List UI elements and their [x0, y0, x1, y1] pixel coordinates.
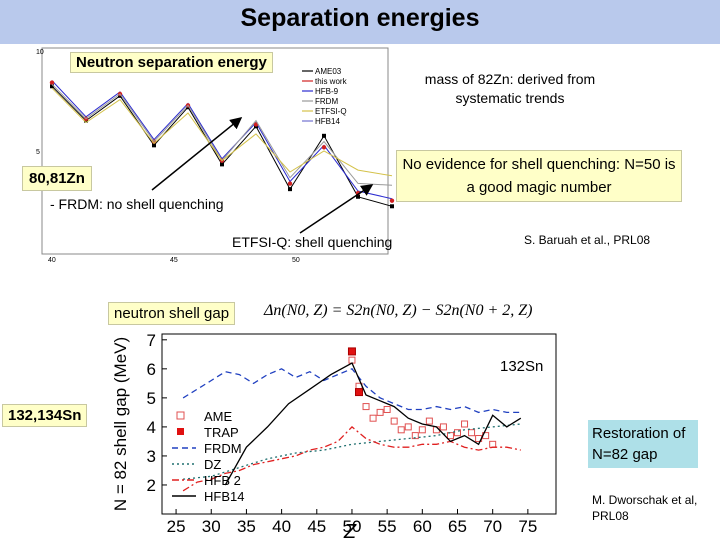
ame-point — [439, 423, 447, 431]
y-tick-label: 7 — [147, 331, 156, 350]
legend-label: FRDM — [204, 441, 242, 456]
top-y-tick: 5 — [36, 149, 40, 156]
slide-title: Separation energies — [240, 4, 480, 32]
top-plot-series — [49, 80, 395, 209]
legend-label: DZ — [204, 457, 221, 472]
ame-point — [404, 423, 412, 431]
frdm-note: - FRDM: no shell quenching — [50, 196, 224, 212]
series-line-frdm — [182, 368, 521, 414]
x-axis-label: Z — [343, 521, 357, 540]
top-point — [322, 133, 326, 138]
top-legend-entry: ETFSI-Q — [315, 107, 347, 116]
top-point — [49, 80, 55, 85]
sn132-label: 132Sn — [500, 358, 544, 375]
series-line-hfb14 — [224, 362, 522, 486]
x-tick-label: 50 — [343, 517, 362, 536]
series-line-dz — [183, 423, 521, 480]
legend-label: TRAP — [204, 425, 239, 440]
y-tick-label: 6 — [147, 360, 156, 379]
restoration-note: Restoration of N=82 gap — [588, 420, 698, 468]
top-point — [321, 145, 327, 150]
top-legend: AME03 this work HFB-9 FRDM ETFSI-Q HFB14 — [302, 67, 348, 126]
top-legend-entry: AME03 — [315, 67, 342, 76]
y-tick-label: 4 — [147, 418, 156, 437]
neutron-shell-gap-label: neutron shell gap — [108, 302, 236, 325]
ame-point — [468, 429, 476, 437]
top-plot: 10 5 40 45 50 AME03 this work HFB-9 FRDM… — [36, 47, 395, 264]
zn-label: 80,81Zn — [22, 166, 92, 191]
ame-point — [362, 403, 370, 411]
x-tick-label: 25 — [167, 517, 186, 536]
title-bar — [0, 0, 720, 44]
ame-point — [397, 426, 405, 434]
neutron-separation-label: Neutron separation energy — [70, 52, 273, 73]
y-tick-label: 2 — [147, 476, 156, 495]
mass-note: mass of 82Zn: derived from systematic tr… — [424, 71, 596, 106]
top-point — [152, 143, 156, 148]
etfsi-note: ETFSI-Q: shell quenching — [232, 234, 393, 250]
legend-marker — [176, 411, 185, 420]
top-point — [287, 181, 293, 186]
ame-point — [369, 414, 377, 422]
legend-label: AME — [204, 409, 233, 424]
reference-baruah: S. Baruah et al., PRL08 — [524, 233, 651, 247]
top-point — [50, 84, 54, 89]
x-tick-label: 65 — [448, 517, 467, 536]
x-tick-label: 30 — [202, 517, 221, 536]
y-axis-label: N = 82 shell gap (MeV) — [111, 337, 130, 511]
top-x-tick: 45 — [170, 257, 178, 264]
x-tick-label: 40 — [272, 517, 291, 536]
ame-point — [461, 420, 469, 428]
trap-point — [347, 347, 356, 356]
top-legend-entry: HFB-9 — [315, 87, 339, 96]
ame-point — [411, 432, 419, 440]
series-line-hfb-2 — [182, 426, 521, 492]
top-line-etfsi-q — [51, 87, 393, 177]
ame-point — [390, 417, 398, 425]
legend-label: HFB14 — [204, 489, 244, 504]
y-tick-label: 5 — [147, 389, 156, 408]
top-point — [390, 204, 394, 209]
top-legend-entry: HFB14 — [315, 117, 340, 126]
x-tick-label: 70 — [483, 517, 502, 536]
x-tick-label: 55 — [378, 517, 397, 536]
ame-point — [418, 426, 426, 434]
shell-gap-formula: Δn(N0, Z) = S2n(N0, Z) − S2n(N0 + 2, Z) — [264, 302, 533, 319]
ame-point — [425, 417, 433, 425]
chart-frame — [161, 333, 557, 515]
top-y-tick: 10 — [36, 49, 44, 56]
arrow-frdm — [151, 117, 243, 191]
ame-point — [376, 408, 384, 416]
top-point — [356, 194, 360, 199]
top-x-tick: 50 — [292, 257, 300, 264]
no-evidence-note: No evidence for shell quenching: N=50 is… — [396, 150, 682, 202]
ame-point — [446, 432, 454, 440]
x-tick-label: 45 — [307, 517, 326, 536]
y-tick-label: 3 — [147, 447, 156, 466]
legend-label: HFB 2 — [204, 473, 241, 488]
ame-point — [383, 405, 391, 413]
x-tick-label: 35 — [237, 517, 256, 536]
trap-point — [355, 388, 363, 397]
arrow-etfsi — [299, 184, 374, 234]
x-tick-label: 75 — [518, 517, 537, 536]
sn-label: 132,134Sn — [2, 404, 88, 427]
top-legend-entry: this work — [315, 77, 348, 86]
x-tick-label: 60 — [413, 517, 432, 536]
reference-dworschak: M. Dworschak et al, PRL08 — [592, 493, 698, 523]
ame-point — [454, 429, 461, 437]
top-point — [288, 187, 292, 192]
top-point — [389, 198, 395, 203]
top-legend-entry: FRDM — [315, 97, 338, 106]
legend-marker — [177, 428, 184, 435]
top-point — [220, 162, 224, 167]
top-x-tick: 40 — [48, 257, 56, 264]
